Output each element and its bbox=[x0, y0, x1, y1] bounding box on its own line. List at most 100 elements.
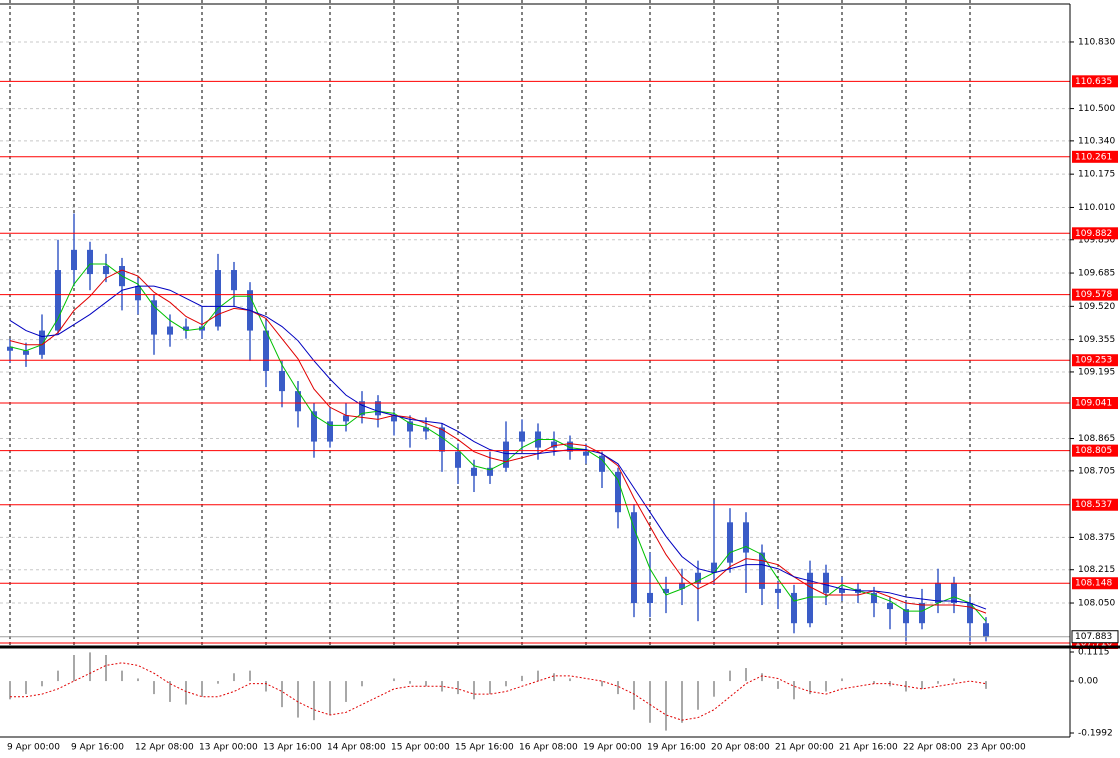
candle-body bbox=[519, 431, 525, 442]
candle-body bbox=[423, 427, 429, 432]
candle-body bbox=[23, 350, 29, 355]
candle-body bbox=[71, 249, 77, 271]
level-label-bg bbox=[1072, 444, 1118, 457]
candle-body bbox=[39, 330, 45, 355]
candle-body bbox=[7, 346, 13, 351]
candle-body bbox=[727, 522, 733, 563]
candle-body bbox=[167, 326, 173, 335]
candle-body bbox=[551, 441, 557, 448]
y-tick-label: 109.685 bbox=[1078, 269, 1115, 279]
candle-body bbox=[871, 592, 877, 604]
candle-body bbox=[151, 300, 157, 335]
candle-body bbox=[263, 330, 269, 371]
current-price-label: 107.883 bbox=[1075, 632, 1112, 642]
candle-body bbox=[695, 572, 701, 583]
y-tick-label: 109.850 bbox=[1078, 235, 1115, 245]
y-tick-label: 109.355 bbox=[1078, 335, 1115, 345]
current-price-bg bbox=[1071, 630, 1119, 644]
x-tick-label: 20 Apr 08:00 bbox=[711, 743, 770, 753]
candle-body bbox=[711, 562, 717, 573]
candle-body bbox=[471, 467, 477, 476]
level-label-bg bbox=[1072, 577, 1118, 590]
y-tick-label: 110.500 bbox=[1078, 104, 1115, 114]
x-tick-label: 21 Apr 00:00 bbox=[775, 743, 834, 753]
level-label: 110.261 bbox=[1075, 152, 1112, 162]
candle-body bbox=[391, 415, 397, 422]
candle-body bbox=[327, 421, 333, 442]
level-label: 109.041 bbox=[1075, 399, 1112, 409]
x-tick-label: 19 Apr 00:00 bbox=[583, 743, 642, 753]
candle-body bbox=[807, 572, 813, 624]
level-label-bg bbox=[1072, 498, 1118, 511]
level-label-bg bbox=[1072, 288, 1118, 301]
x-tick-label: 22 Apr 08:00 bbox=[903, 743, 962, 753]
signal-line bbox=[10, 662, 987, 721]
level-label: 108.805 bbox=[1075, 446, 1112, 456]
level-label: 109.882 bbox=[1075, 229, 1112, 239]
candle-body bbox=[919, 603, 925, 624]
candle-body bbox=[663, 588, 669, 593]
level-label-bg bbox=[1072, 397, 1118, 410]
x-tick-label: 13 Apr 16:00 bbox=[263, 743, 322, 753]
candle-body bbox=[615, 471, 621, 513]
candle-body bbox=[87, 249, 93, 275]
level-label-bg bbox=[1072, 227, 1118, 240]
candle-body bbox=[583, 451, 589, 456]
level-label: 109.253 bbox=[1075, 356, 1112, 366]
moving-average bbox=[9, 263, 987, 622]
y-tick-label: 109.520 bbox=[1078, 302, 1115, 312]
y-tick-label: 0.00 bbox=[1078, 677, 1098, 687]
candle-body bbox=[231, 270, 237, 291]
x-tick-label: 9 Apr 16:00 bbox=[71, 743, 124, 753]
candle-body bbox=[759, 552, 765, 589]
candle-body bbox=[55, 270, 61, 331]
level-label: 107.710 bbox=[1075, 639, 1112, 649]
candle-body bbox=[279, 370, 285, 392]
candle-body bbox=[743, 522, 749, 553]
x-tick-label: 14 Apr 08:00 bbox=[327, 743, 386, 753]
candle-body bbox=[631, 512, 637, 604]
candle-body bbox=[295, 391, 301, 412]
candle-body bbox=[951, 582, 957, 604]
candle-body bbox=[599, 455, 605, 472]
level-label-bg bbox=[1072, 354, 1118, 367]
candle-body bbox=[407, 421, 413, 432]
candle-body bbox=[567, 441, 573, 452]
candle-body bbox=[775, 588, 781, 593]
x-tick-label: 16 Apr 08:00 bbox=[519, 743, 578, 753]
y-tick-label: 108.865 bbox=[1078, 434, 1115, 444]
y-tick-label: 110.175 bbox=[1078, 170, 1115, 180]
candle-body bbox=[679, 582, 685, 589]
candle-body bbox=[967, 603, 973, 624]
candle-body bbox=[311, 411, 317, 442]
candle-body bbox=[791, 592, 797, 624]
x-tick-label: 9 Apr 00:00 bbox=[7, 743, 60, 753]
candle-body bbox=[343, 415, 349, 422]
candle-body bbox=[183, 326, 189, 331]
y-tick-label: 110.830 bbox=[1078, 37, 1115, 47]
x-tick-label: 13 Apr 00:00 bbox=[199, 743, 258, 753]
level-label: 110.635 bbox=[1075, 77, 1112, 87]
y-tick-label: 108.215 bbox=[1078, 565, 1115, 575]
y-tick-label: 108.375 bbox=[1078, 533, 1115, 543]
y-tick-label: 108.050 bbox=[1078, 599, 1115, 609]
candle-body bbox=[359, 401, 365, 416]
candle-body bbox=[503, 441, 509, 468]
x-tick-label: 19 Apr 16:00 bbox=[647, 743, 706, 753]
level-label: 109.578 bbox=[1075, 290, 1112, 300]
candle-body bbox=[455, 451, 461, 468]
candle-body bbox=[103, 265, 109, 275]
level-label: 108.148 bbox=[1075, 579, 1112, 589]
candle-body bbox=[887, 603, 893, 610]
x-tick-label: 21 Apr 16:00 bbox=[839, 743, 898, 753]
candle-body bbox=[903, 609, 909, 624]
candle-body bbox=[135, 286, 141, 301]
moving-average bbox=[9, 269, 987, 614]
candle-body bbox=[935, 582, 941, 604]
y-tick-label: 0.1115 bbox=[1078, 648, 1110, 658]
y-tick-label: 110.010 bbox=[1078, 203, 1115, 213]
x-tick-label: 12 Apr 08:00 bbox=[135, 743, 194, 753]
